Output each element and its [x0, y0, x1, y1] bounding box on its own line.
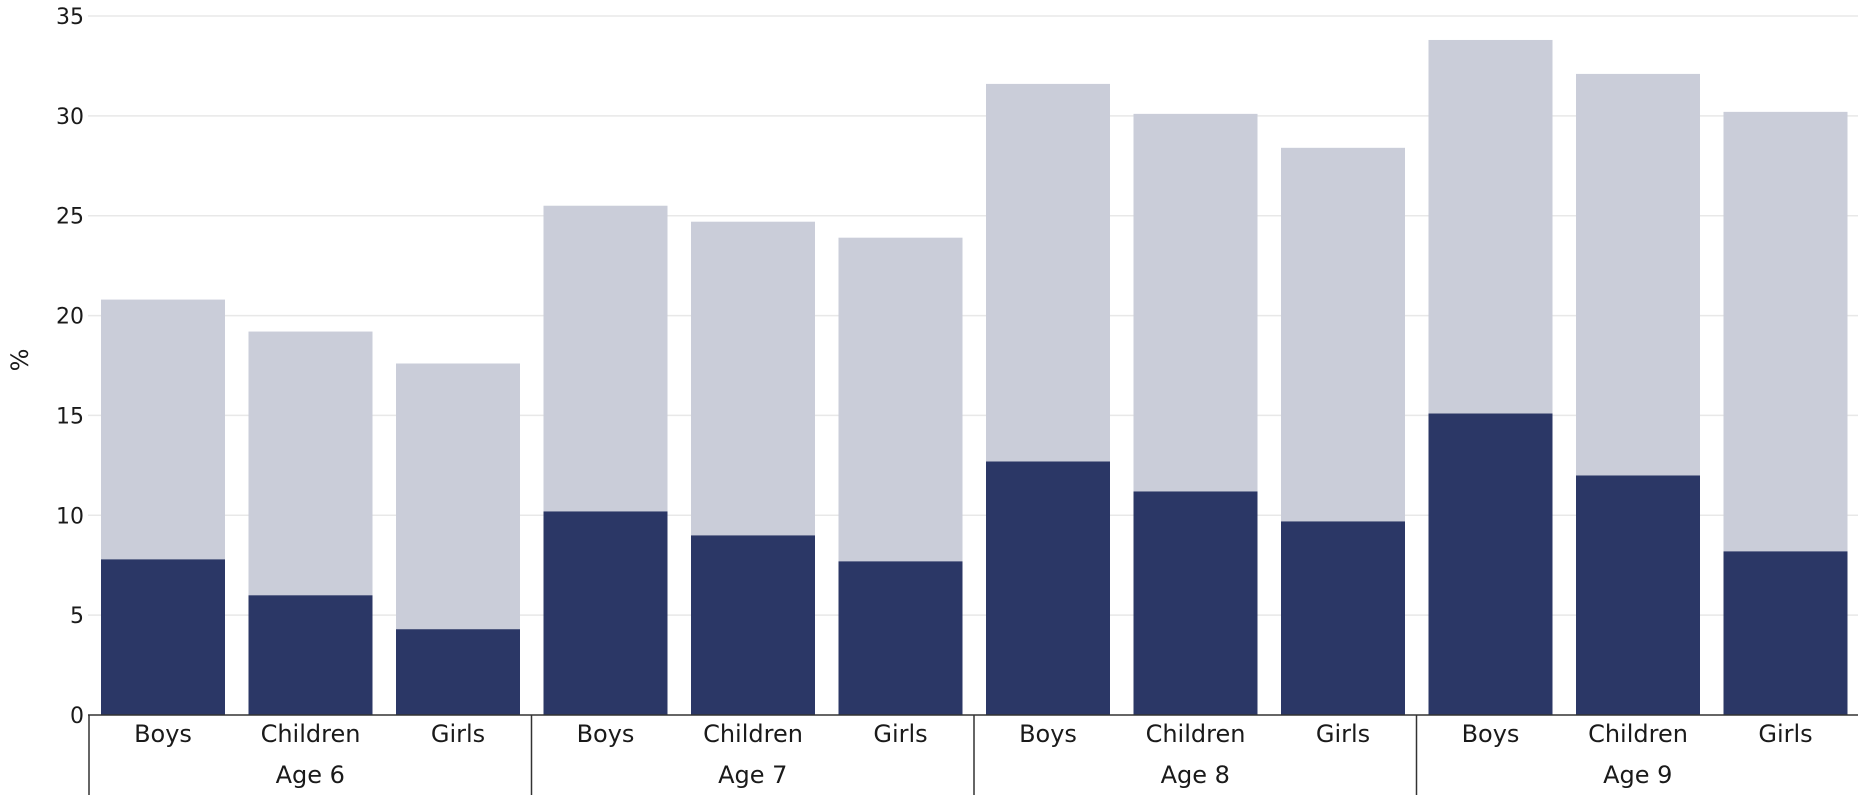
bar-segment-upper: [1281, 147, 1405, 522]
x-category-label: Children: [1588, 720, 1688, 748]
x-category-label: Boys: [1019, 720, 1077, 748]
bar-segment-upper: [1576, 73, 1700, 476]
bar-segment-lower: [838, 561, 963, 715]
y-axis-ticks: 0 5 10 15 20 25 30 35: [56, 5, 84, 729]
x-group-label: Age 6: [276, 761, 345, 789]
bar-segment-upper: [101, 299, 225, 560]
y-tick-label: 20: [56, 305, 84, 330]
bars: [101, 39, 1848, 715]
x-category-label: Girls: [431, 720, 485, 748]
bar-segment-lower: [1576, 475, 1700, 715]
x-group-label: Age 9: [1603, 761, 1672, 789]
x-group-label: Age 7: [718, 761, 787, 789]
x-category-label: Boys: [134, 720, 192, 748]
y-tick-label: 0: [70, 704, 84, 729]
x-category-label: Boys: [577, 720, 635, 748]
x-category-label: Children: [261, 720, 361, 748]
x-category-label: Girls: [1316, 720, 1370, 748]
bar-segment-upper: [1428, 39, 1553, 414]
x-category-label: Girls: [1758, 720, 1812, 748]
bar-segment-upper: [1133, 113, 1258, 492]
bar-segment-lower: [1133, 491, 1258, 715]
y-tick-label: 25: [56, 205, 84, 230]
x-group-label: Age 8: [1161, 761, 1230, 789]
bar-segment-upper: [986, 83, 1110, 462]
bar-segment-lower: [1723, 551, 1848, 715]
bar-segment-lower: [691, 535, 815, 715]
bar-segment-lower: [543, 511, 668, 715]
bar-segment-upper: [543, 205, 668, 512]
bar-segment-lower: [1281, 521, 1405, 715]
bar-segment-lower: [248, 595, 373, 715]
y-axis-label: %: [6, 349, 34, 372]
x-category-label: Girls: [873, 720, 927, 748]
x-category-label: Children: [1146, 720, 1246, 748]
bar-segment-upper: [838, 237, 963, 562]
x-axis: Boys Children Girls Age 6 Boys Children Girls A…: [88, 714, 1858, 795]
bar-segment-upper: [1723, 111, 1848, 552]
y-tick-label: 35: [56, 5, 84, 30]
bar-segment-lower: [396, 629, 520, 715]
y-tick-label: 5: [70, 604, 84, 629]
bar-segment-lower: [101, 559, 225, 715]
bar-segment-lower: [1428, 413, 1553, 715]
bar-segment-upper: [691, 221, 815, 536]
y-tick-label: 30: [56, 105, 84, 130]
gridlines: [88, 15, 1858, 616]
bar-segment-lower: [986, 461, 1110, 715]
bar-segment-upper: [248, 331, 373, 596]
y-tick-label: 15: [56, 404, 84, 429]
x-category-label: Children: [703, 720, 803, 748]
x-category-label: Boys: [1462, 720, 1520, 748]
bar-segment-upper: [396, 363, 520, 630]
y-tick-label: 10: [56, 504, 84, 529]
